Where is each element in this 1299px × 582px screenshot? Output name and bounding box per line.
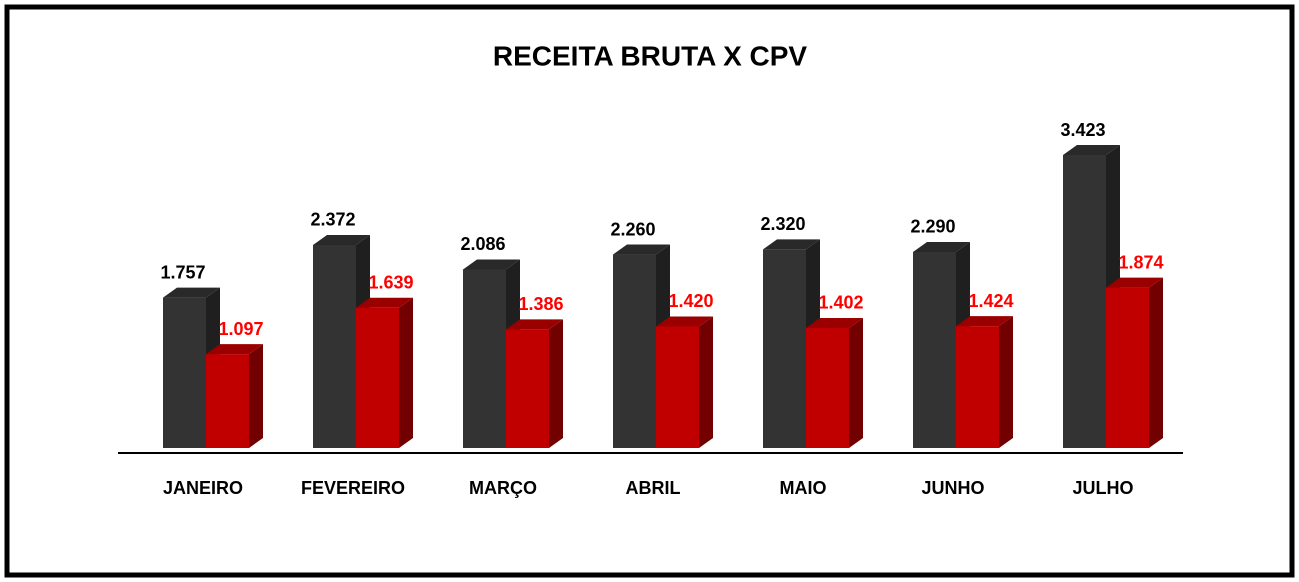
bar-top xyxy=(506,319,563,330)
bar-top xyxy=(313,234,370,245)
bar-top xyxy=(463,259,520,270)
bar xyxy=(206,354,249,448)
bar-top xyxy=(356,297,413,308)
value-label: 1.424 xyxy=(968,291,1013,311)
bar xyxy=(613,254,656,448)
bar xyxy=(463,269,506,448)
value-label: 1.757 xyxy=(160,262,205,282)
x-tick-label: FEVEREIRO xyxy=(301,478,405,498)
bar-top xyxy=(1106,277,1163,288)
bar xyxy=(163,297,206,448)
bar-side xyxy=(849,317,863,448)
bar-top xyxy=(1063,145,1120,155)
value-label: 1.639 xyxy=(368,272,413,292)
x-tick-label: JULHO xyxy=(1072,478,1133,498)
bar xyxy=(1063,155,1106,448)
bar xyxy=(506,329,549,448)
chart-title: RECEITA BRUTA X CPV xyxy=(493,40,808,71)
value-label: 1.874 xyxy=(1118,252,1163,272)
bar-side xyxy=(1149,277,1163,448)
bar-side xyxy=(999,316,1013,448)
bar-side xyxy=(699,316,713,448)
bar xyxy=(356,307,399,448)
bar xyxy=(656,326,699,448)
bar-top xyxy=(806,317,863,328)
bar-side xyxy=(549,319,563,448)
bar-side xyxy=(399,297,413,448)
value-label: 2.320 xyxy=(760,214,805,234)
value-label: 2.260 xyxy=(610,219,655,239)
bar xyxy=(913,251,956,448)
bar-top xyxy=(206,344,263,355)
bar xyxy=(313,244,356,448)
bar-top xyxy=(763,239,820,250)
x-tick-label: JANEIRO xyxy=(163,478,243,498)
value-label: 2.086 xyxy=(460,234,505,254)
value-label: 1.097 xyxy=(218,319,263,339)
bar-side xyxy=(249,344,263,448)
value-label: 1.386 xyxy=(518,294,563,314)
value-label: 1.402 xyxy=(818,293,863,313)
bar-top xyxy=(613,244,670,255)
value-label: 3.423 xyxy=(1060,120,1105,140)
value-label: 1.420 xyxy=(668,291,713,311)
value-label: 2.372 xyxy=(310,210,355,230)
value-label: 2.290 xyxy=(910,217,955,237)
bar xyxy=(1106,287,1149,448)
x-tick-label: MARÇO xyxy=(469,478,537,498)
x-tick-label: ABRIL xyxy=(626,478,681,498)
x-tick-label: JUNHO xyxy=(921,478,984,498)
bar-top xyxy=(163,287,220,298)
bar xyxy=(806,327,849,448)
bar-top xyxy=(913,241,970,252)
bar-top xyxy=(956,316,1013,327)
bar xyxy=(763,249,806,448)
bar xyxy=(956,326,999,448)
bar-top xyxy=(656,316,713,327)
x-tick-label: MAIO xyxy=(780,478,827,498)
